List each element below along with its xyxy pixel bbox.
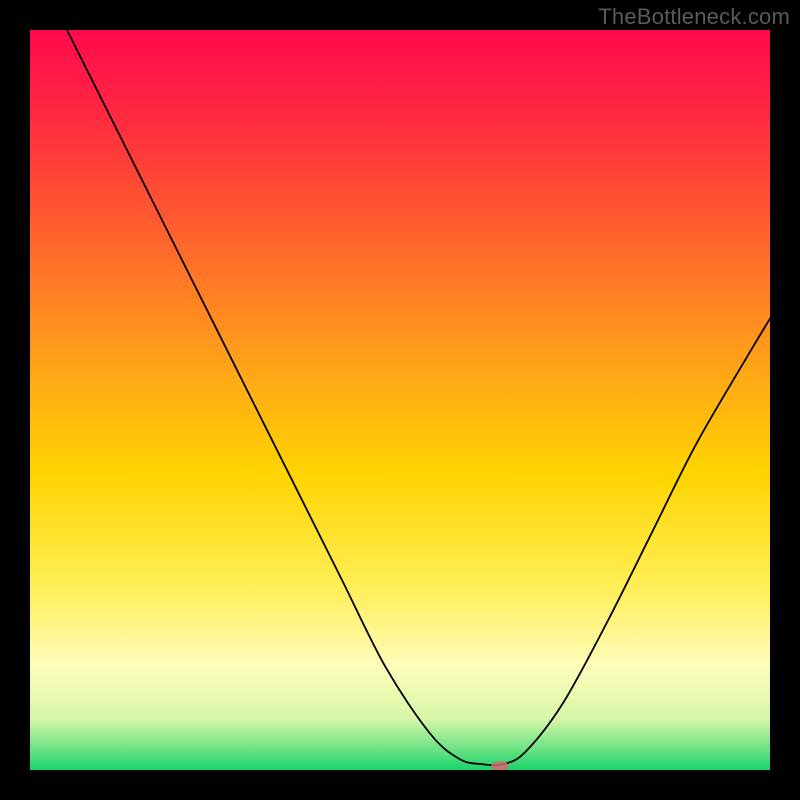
bottleneck-chart [30, 30, 770, 770]
plot-area [30, 30, 770, 770]
chart-frame: TheBottleneck.com [0, 0, 800, 800]
watermark-text: TheBottleneck.com [598, 4, 790, 30]
gradient-background [30, 30, 770, 770]
